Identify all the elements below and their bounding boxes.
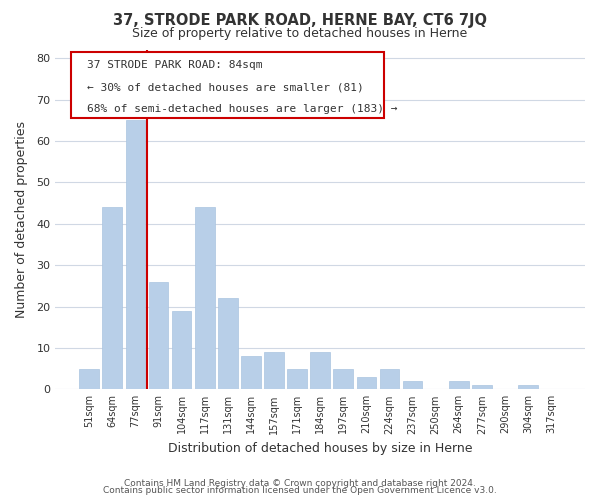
- Bar: [356, 377, 376, 390]
- Text: Contains public sector information licensed under the Open Government Licence v3: Contains public sector information licen…: [103, 486, 497, 495]
- Text: 37, STRODE PARK ROAD, HERNE BAY, CT6 7JQ: 37, STRODE PARK ROAD, HERNE BAY, CT6 7JQ: [113, 12, 487, 28]
- Bar: [472, 385, 491, 390]
- Bar: [310, 352, 330, 390]
- Text: 37 STRODE PARK ROAD: 84sqm: 37 STRODE PARK ROAD: 84sqm: [87, 60, 263, 70]
- Bar: [287, 368, 307, 390]
- Bar: [449, 381, 469, 390]
- Bar: [241, 356, 260, 390]
- Bar: [195, 207, 215, 390]
- Bar: [172, 310, 191, 390]
- Bar: [103, 207, 122, 390]
- Bar: [264, 352, 284, 390]
- Bar: [380, 368, 399, 390]
- Bar: [218, 298, 238, 390]
- Bar: [334, 368, 353, 390]
- Text: ← 30% of detached houses are smaller (81): ← 30% of detached houses are smaller (81…: [87, 82, 364, 92]
- Bar: [79, 368, 99, 390]
- Text: 68% of semi-detached houses are larger (183) →: 68% of semi-detached houses are larger (…: [87, 104, 398, 115]
- Bar: [149, 282, 169, 390]
- Bar: [518, 385, 538, 390]
- Bar: [125, 120, 145, 390]
- X-axis label: Distribution of detached houses by size in Herne: Distribution of detached houses by size …: [168, 442, 472, 455]
- Text: Size of property relative to detached houses in Herne: Size of property relative to detached ho…: [133, 28, 467, 40]
- Bar: [403, 381, 422, 390]
- FancyBboxPatch shape: [71, 52, 384, 118]
- Y-axis label: Number of detached properties: Number of detached properties: [15, 121, 28, 318]
- Text: Contains HM Land Registry data © Crown copyright and database right 2024.: Contains HM Land Registry data © Crown c…: [124, 478, 476, 488]
